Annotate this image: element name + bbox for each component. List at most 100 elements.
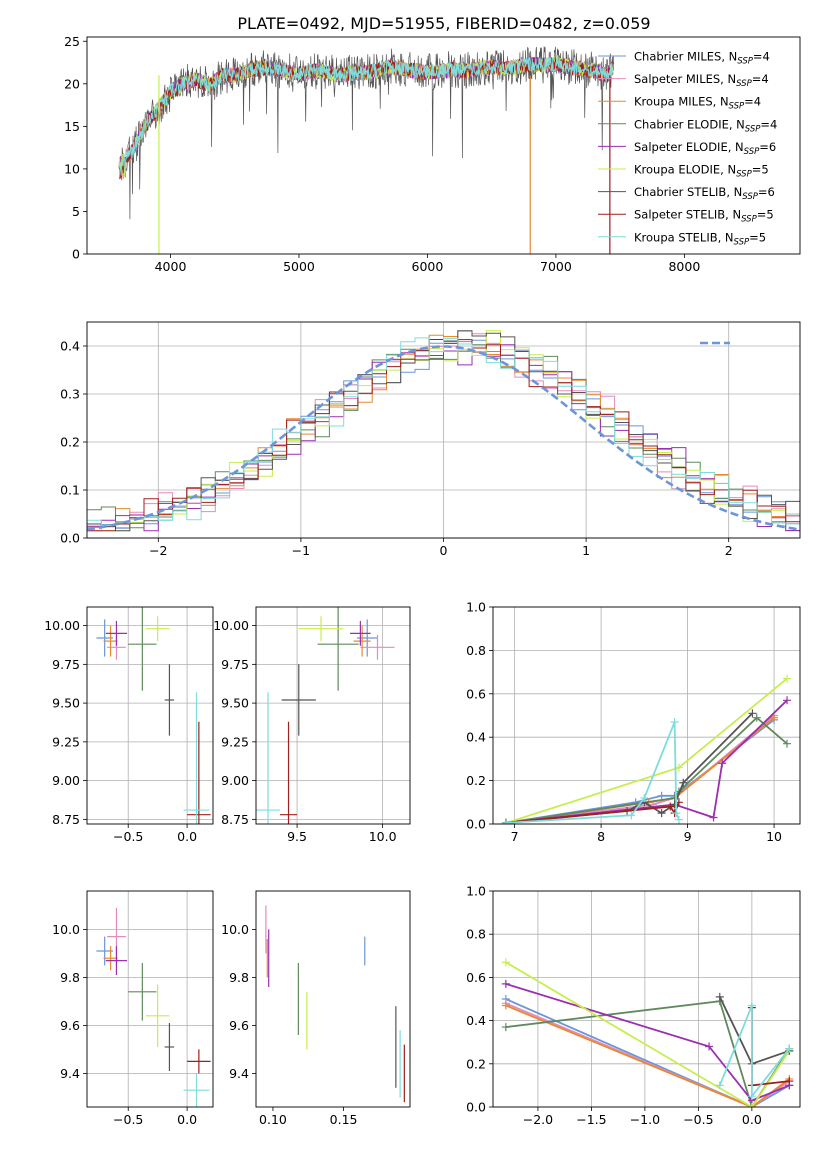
weight-vs-age-ytick-label-2: 0.4	[466, 730, 486, 745]
mass-vs-ebv-axes: 0.10 0.15 9.4 9.6 9.8 10.0	[221, 890, 411, 1127]
weight-vs-z-xtick-label-1: −1.5	[576, 1112, 606, 1127]
age-vs-z-ytick-label-3: 9.50	[52, 696, 80, 711]
weight-vs-z-series-6	[718, 996, 790, 1065]
spectrum-ytick-label-3: 15	[64, 119, 80, 134]
weight-vs-z-xtick-label-4: 0.0	[742, 1112, 762, 1127]
spectrum-axes: 4000 5000 6000 7000 8000 0 5 10 15 20 25 Chabrier M…	[64, 34, 801, 274]
age-vs-mass-ytick-label-0: 8.75	[221, 812, 249, 827]
residuals-hist-8	[87, 337, 800, 532]
weight-vs-age-series-8-marker-3	[670, 718, 679, 727]
mass-vs-ebv-xtick-label-0: 0.10	[259, 1112, 287, 1127]
age-vs-mass-ytick-label-4: 9.75	[221, 657, 249, 672]
mass-vs-ebv-frame	[255, 890, 411, 1108]
mass-vs-ebv-ytick-label-1: 9.6	[229, 1018, 249, 1033]
weight-vs-z-ytick-label-3: 0.6	[466, 970, 486, 985]
legend-label-subscript: SSP	[745, 124, 761, 134]
age-vs-mass-plot-area	[256, 607, 395, 824]
spectrum-legend-label-1: Salpeter MILES, NSSP=4	[634, 72, 769, 89]
spectrum-series-8	[118, 56, 614, 176]
age-vs-mass-ytick-label-3: 9.50	[221, 696, 249, 711]
residuals-ytick-label-1: 0.1	[60, 483, 80, 498]
weight-vs-z-series-8-marker-0	[715, 1081, 724, 1090]
weight-vs-age-series-2-marker-3	[770, 713, 779, 722]
spectrum-ytick-label-0: 0	[72, 247, 80, 262]
weight-vs-age-axes: 7 8 9 10 0.0 0.2 0.4 0.6 0.8 1.0	[466, 600, 801, 844]
legend-label-suffix: =4	[760, 117, 777, 131]
age-vs-z-frame	[86, 606, 214, 825]
weight-vs-z-ytick-label-4: 0.8	[466, 927, 486, 942]
legend-label-suffix: =6	[758, 185, 775, 199]
weight-vs-z-axes: −2.0 −1.5 −1.0 −0.5 0.0 0.0 0.2 0.4 0.6 0.8 1.0	[466, 884, 801, 1127]
age-vs-z-ytick-label-1: 9.00	[52, 773, 80, 788]
age-vs-z-ytick-label-4: 9.75	[52, 657, 80, 672]
residuals-xtick-label-0: −2	[149, 543, 167, 558]
weight-vs-age-series-8-marker-2	[640, 793, 649, 802]
spectrum-ytick-label-4: 20	[64, 76, 80, 91]
spectrum-legend-label-2: Kroupa MILES, NSSP=4	[634, 95, 761, 112]
weight-vs-z-xtick-label-3: −0.5	[683, 1112, 713, 1127]
spectrum-xtick-label-0: 4000	[155, 259, 187, 274]
spectrum-legend-label-5: Kroupa ELODIE, NSSP=5	[634, 163, 769, 180]
spectrum-legend-label-6: Chabrier STELIB, NSSP=6	[634, 185, 775, 202]
legend-label-prefix: Salpeter ELODIE, N	[634, 140, 744, 154]
spectrum-ytick-label-2: 10	[64, 161, 80, 176]
age-vs-mass-xtick-label-1: 10.0	[369, 829, 397, 844]
spectrum-xtick-label-4: 8000	[668, 259, 700, 274]
legend-label-suffix: =5	[752, 163, 769, 177]
weight-vs-z-series-4-marker-1	[705, 1042, 714, 1051]
legend-label-subscript: SSP	[734, 237, 750, 247]
age-vs-z-xtick-label-0: −0.5	[113, 829, 143, 844]
mass-vs-z-xtick-label-0: −0.5	[113, 1112, 143, 1127]
legend-label-prefix: Salpeter MILES, N	[634, 72, 736, 86]
spectrum-legend-label-0: Chabrier MILES, NSSP=4	[634, 50, 770, 67]
weight-vs-age-series-8-marker-1	[627, 811, 636, 820]
weight-vs-age-series-7-marker-1	[666, 802, 675, 811]
legend-label-prefix: Kroupa MILES, N	[634, 95, 729, 109]
weight-vs-z-series-8	[718, 1005, 791, 1099]
legend-label-subscript: SSP	[736, 170, 752, 180]
mass-vs-ebv-ytick-label-2: 9.8	[229, 970, 249, 985]
mass-vs-z-ytick-label-2: 9.8	[60, 970, 80, 985]
spectrum-legend-label-4: Salpeter ELODIE, NSSP=6	[634, 140, 776, 157]
residuals-axes: −2 −1 0 1 2 0.0 0.1 0.2 0.3 0.4	[60, 321, 801, 558]
legend-label-subscript: SSP	[736, 79, 752, 89]
spectrum-legend-label-7: Salpeter STELIB, NSSP=5	[634, 208, 774, 225]
spectrum-legend-label-3: Chabrier ELODIE, NSSP=4	[634, 117, 777, 134]
legend-label-suffix: =5	[749, 230, 766, 244]
age-vs-z-axes: −0.5 0.0 8.75 9.00 9.25 9.50 9.75 10.00	[44, 606, 214, 844]
weight-vs-z-series-8-marker-2	[747, 1092, 756, 1101]
age-vs-z-ytick-label-0: 8.75	[52, 812, 80, 827]
residuals-hist-7	[87, 339, 800, 532]
weight-vs-age-series-4-marker-4	[783, 696, 792, 705]
residuals-xtick-label-1: −1	[292, 543, 310, 558]
weight-vs-age-series-4-marker-3	[718, 759, 727, 768]
mass-vs-z-frame	[86, 890, 214, 1108]
legend-label-suffix: =4	[744, 95, 761, 109]
legend-label-suffix: =4	[753, 50, 770, 64]
weight-vs-z-series-8-marker-3	[785, 1044, 794, 1053]
weight-vs-age-series-3-marker-3	[752, 713, 761, 722]
weight-vs-z-ytick-label-2: 0.4	[466, 1013, 486, 1028]
mass-vs-z-ytick-label-3: 10.0	[52, 922, 80, 937]
weight-vs-age-series-6-marker-3	[657, 809, 666, 818]
weight-vs-age-ytick-label-5: 1.0	[466, 600, 486, 615]
residuals-ytick-label-2: 0.2	[60, 435, 80, 450]
legend-label-prefix: Kroupa ELODIE, N	[634, 163, 736, 177]
age-vs-mass-ytick-label-2: 9.25	[221, 734, 249, 749]
weight-vs-z-series-8-marker-1	[747, 1001, 756, 1010]
weight-vs-z-ytick-label-0: 0.0	[466, 1100, 486, 1115]
legend-label-subscript: SSP	[742, 192, 758, 202]
residuals-xtick-label-4: 2	[725, 543, 733, 558]
spectrum-legend-label-8: Kroupa STELIB, NSSP=5	[634, 230, 766, 247]
age-vs-mass-axes: 9.5 10.0 8.75 9.00 9.25 9.50 9.75 10.00	[213, 606, 411, 844]
weight-vs-z-xtick-label-2: −1.0	[630, 1112, 660, 1127]
legend-label-subscript: SSP	[741, 215, 757, 225]
spectrum-frame	[86, 36, 801, 255]
weight-vs-age-series-4-marker-2	[709, 813, 718, 822]
mass-vs-z-ytick-label-1: 9.6	[60, 1018, 80, 1033]
residuals-plot-area	[87, 330, 800, 532]
residuals-xtick-label-2: 0	[440, 543, 448, 558]
